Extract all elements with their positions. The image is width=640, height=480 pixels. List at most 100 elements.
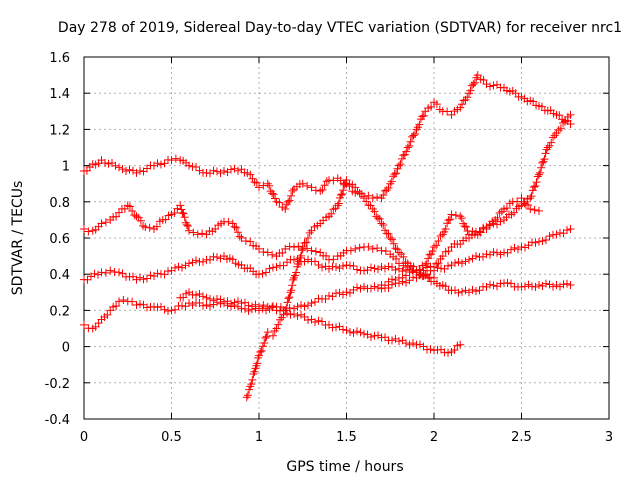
data-point bbox=[263, 328, 272, 337]
data-point-interp bbox=[489, 81, 498, 90]
data-point-interp bbox=[542, 235, 550, 244]
y-tick-labels: -0.4 -0.2 0 0.2 0.4 0.6 0.8 1 1.2 1.4 1.6 bbox=[45, 51, 70, 428]
data-point-interp bbox=[472, 251, 480, 260]
data-point-interp bbox=[370, 264, 379, 273]
data-point-interp bbox=[160, 159, 169, 168]
data-point-interp bbox=[531, 238, 540, 247]
data-point bbox=[342, 176, 351, 185]
data-point-interp bbox=[292, 268, 301, 277]
data-point-interp bbox=[466, 86, 475, 95]
data-point-interp bbox=[468, 285, 477, 294]
data-point-interp bbox=[206, 302, 214, 311]
data-point-interp bbox=[436, 231, 445, 240]
data-point-interp bbox=[409, 267, 417, 276]
data-point-interp bbox=[563, 226, 571, 235]
data-point bbox=[456, 340, 465, 349]
data-point-interp bbox=[540, 155, 549, 164]
data-point bbox=[202, 293, 211, 302]
data-point-interp bbox=[288, 186, 297, 195]
data-point-interp bbox=[458, 100, 466, 109]
data-point-interp bbox=[136, 300, 144, 309]
data-point-interp bbox=[227, 299, 235, 308]
data-point-interp bbox=[538, 237, 547, 246]
data-point-interp bbox=[254, 353, 263, 362]
data-point-interp bbox=[171, 154, 180, 163]
data-point-interp bbox=[320, 181, 329, 190]
data-point-interp bbox=[122, 166, 130, 175]
data-point-interp bbox=[461, 257, 470, 266]
data-point-interp bbox=[164, 267, 172, 276]
data-point bbox=[456, 103, 465, 112]
data-point bbox=[342, 288, 351, 297]
data-point bbox=[298, 243, 307, 252]
data-point-interp bbox=[470, 78, 479, 87]
data-point-interp bbox=[339, 290, 347, 299]
data-point-interp bbox=[528, 282, 536, 291]
data-point bbox=[263, 179, 272, 188]
data-point bbox=[80, 320, 88, 329]
data-point-interp bbox=[370, 282, 379, 291]
data-point-interp bbox=[111, 161, 120, 170]
data-point-interp bbox=[458, 259, 466, 268]
data-point-interp bbox=[356, 328, 365, 337]
data-point-interp bbox=[432, 100, 441, 109]
data-point bbox=[97, 219, 106, 228]
data-point-interp bbox=[389, 239, 398, 248]
data-point-interp bbox=[182, 220, 191, 229]
data-point-interp bbox=[384, 262, 393, 271]
data-point-interp bbox=[346, 328, 354, 337]
data-point-interp bbox=[247, 380, 256, 389]
data-point-interp bbox=[103, 310, 112, 319]
data-point bbox=[202, 300, 211, 309]
data-point-interp bbox=[454, 257, 463, 266]
data-point-interp bbox=[510, 208, 518, 217]
data-point-interp bbox=[409, 339, 417, 348]
data-point-interp bbox=[426, 345, 435, 354]
data-point-interp bbox=[353, 283, 361, 292]
y-tick-label: 0.8 bbox=[49, 196, 70, 211]
data-point-interp bbox=[118, 165, 127, 174]
data-point-interp bbox=[314, 316, 323, 325]
data-point-interp bbox=[269, 263, 277, 272]
data-point-interp bbox=[423, 270, 431, 279]
data-point-interp bbox=[304, 315, 312, 324]
data-point-interp bbox=[297, 246, 306, 255]
data-point bbox=[185, 259, 193, 268]
data-point-interp bbox=[178, 301, 186, 310]
data-point-interp bbox=[416, 340, 424, 349]
x-tick-labels: 0 0.5 1 1.5 2 2.5 3 bbox=[80, 430, 613, 445]
data-point-interp bbox=[179, 209, 188, 218]
data-point-interp bbox=[285, 196, 294, 205]
data-point-interp bbox=[510, 243, 519, 252]
data-point-interp bbox=[293, 302, 302, 311]
x-tick-label: 1 bbox=[255, 430, 263, 445]
data-point-interp bbox=[428, 247, 437, 256]
data-point-interp bbox=[493, 248, 501, 257]
data-point bbox=[272, 324, 281, 333]
data-point-interp bbox=[232, 223, 241, 232]
data-point-interp bbox=[402, 271, 410, 280]
data-point-interp bbox=[136, 166, 144, 175]
data-point-interp bbox=[311, 318, 319, 326]
data-point-interp bbox=[125, 202, 134, 211]
data-point-interp bbox=[339, 186, 348, 195]
data-point-interp bbox=[495, 208, 504, 217]
data-point bbox=[272, 262, 281, 271]
data-point-interp bbox=[479, 76, 488, 85]
data-point-interp bbox=[446, 215, 455, 224]
data-point-interp bbox=[94, 270, 102, 279]
data-point-interp bbox=[443, 107, 452, 116]
data-point-interp bbox=[279, 261, 288, 270]
data-point-interp bbox=[311, 257, 319, 266]
data-point-interp bbox=[258, 304, 267, 313]
data-point-interp bbox=[139, 221, 148, 230]
data-point-interp bbox=[146, 271, 155, 280]
data-point bbox=[386, 179, 395, 188]
data-point-interp bbox=[489, 219, 498, 228]
data-point-interp bbox=[329, 176, 338, 185]
data-point-interp bbox=[541, 149, 550, 158]
data-point bbox=[132, 212, 141, 221]
data-point-interp bbox=[199, 301, 207, 310]
data-point-interp bbox=[423, 263, 431, 272]
